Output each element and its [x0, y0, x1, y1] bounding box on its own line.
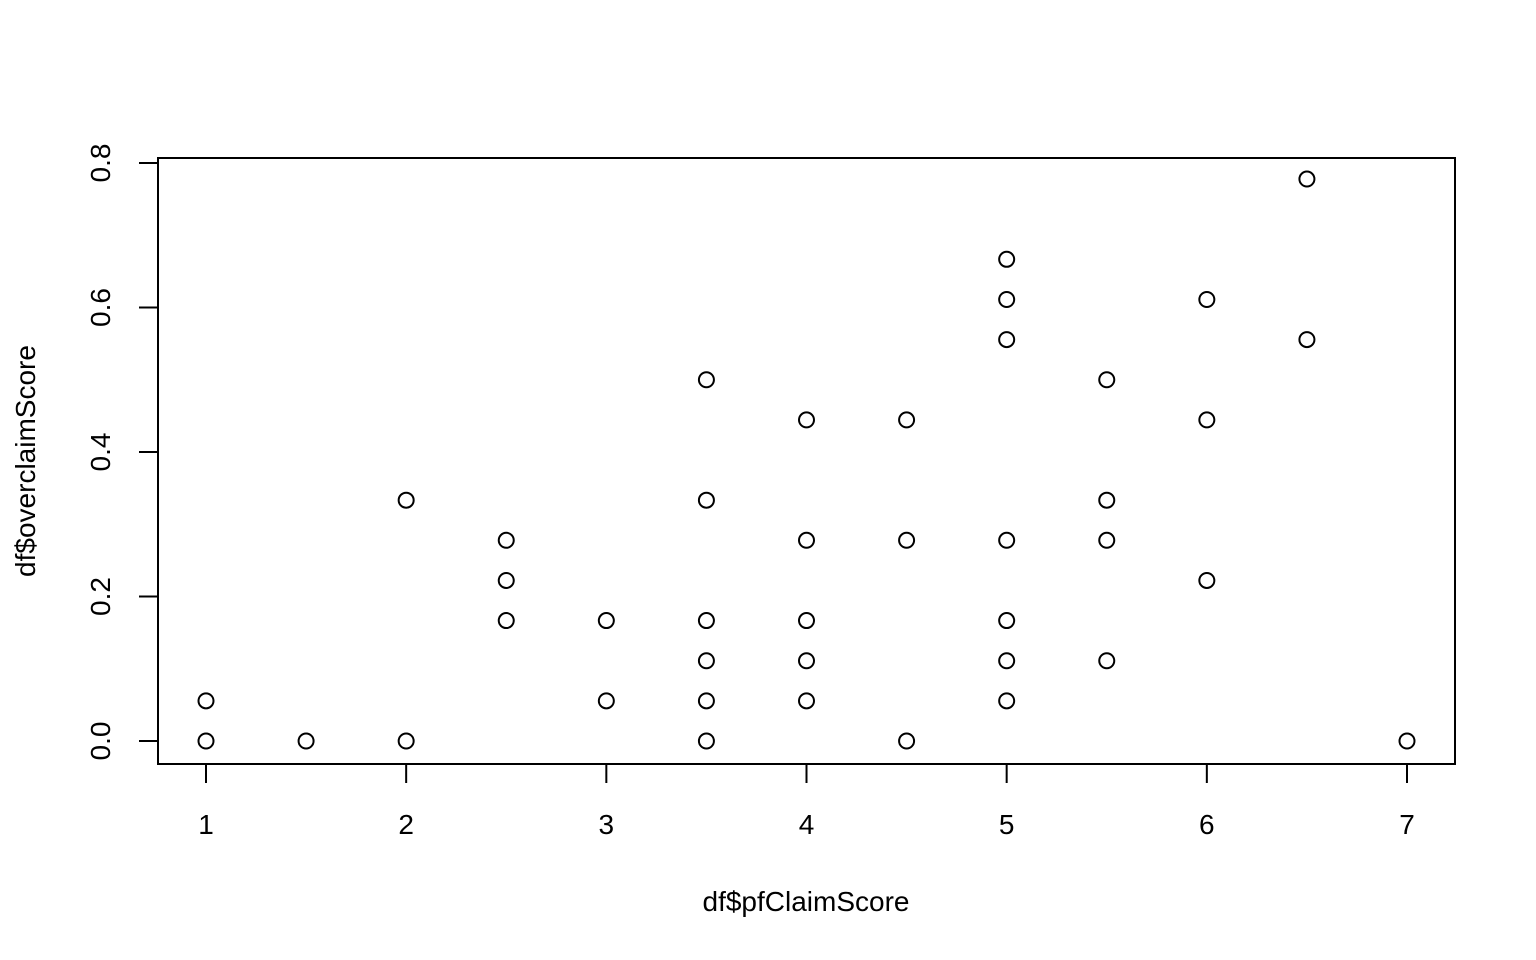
plot-frame: [157, 157, 1456, 765]
data-point: [397, 491, 415, 509]
data-point: [597, 692, 615, 710]
data-point: [798, 652, 815, 670]
x-tick-label: 4: [799, 809, 815, 840]
data-point: [998, 531, 1016, 549]
data-point: [998, 290, 1016, 308]
data-point: [197, 692, 215, 710]
data-point: [998, 692, 1016, 710]
x-tick-label: 6: [1199, 809, 1215, 840]
x-tick-label: 7: [1399, 809, 1415, 840]
y-tick-label: 0.2: [85, 577, 116, 616]
x-tick-label: 3: [599, 809, 615, 840]
data-point: [998, 612, 1016, 630]
data-point: [898, 531, 916, 549]
data-point: [697, 732, 715, 750]
data-point: [1098, 491, 1116, 509]
data-point: [798, 692, 815, 710]
data-point: [998, 250, 1016, 268]
data-point: [1198, 411, 1216, 429]
data-point: [1398, 732, 1416, 750]
data-point: [898, 411, 916, 429]
data-point: [998, 652, 1016, 670]
data-point: [697, 491, 715, 509]
data-point: [1298, 331, 1316, 349]
data-point: [898, 732, 916, 750]
data-point: [697, 692, 715, 710]
x-tick-label: 5: [999, 809, 1015, 840]
data-point: [998, 331, 1016, 349]
data-point: [697, 612, 715, 630]
y-tick-label: 0.6: [85, 288, 116, 327]
data-point: [1098, 531, 1116, 549]
data-point: [597, 612, 615, 630]
x-tick-label: 2: [398, 809, 414, 840]
y-axis: 0.0 0.2 0.4 0.6 0.8: [85, 144, 159, 761]
data-point: [1198, 290, 1216, 308]
data-point: [497, 612, 515, 630]
data-point: [497, 571, 515, 589]
data-point: [798, 411, 815, 429]
data-points: [197, 170, 1416, 750]
data-point: [1098, 652, 1116, 670]
data-point: [397, 732, 415, 750]
x-axis-title: df$pfClaimScore: [703, 886, 910, 917]
data-point: [197, 732, 215, 750]
y-tick-label: 0.0: [85, 722, 116, 761]
data-point: [1298, 170, 1316, 188]
data-point: [497, 531, 515, 549]
x-tick-label: 1: [198, 809, 214, 840]
data-point: [697, 652, 715, 670]
data-point: [1198, 571, 1216, 589]
data-point: [697, 371, 715, 389]
y-tick-label: 0.8: [85, 144, 116, 183]
x-axis: 1 2 3 4 5 6 7: [198, 763, 1415, 840]
data-point: [1098, 371, 1116, 389]
y-axis-title: df$overclaimScore: [10, 345, 41, 577]
data-point: [798, 531, 815, 549]
y-tick-label: 0.4: [85, 433, 116, 472]
data-point: [297, 732, 315, 750]
data-point: [798, 612, 815, 630]
